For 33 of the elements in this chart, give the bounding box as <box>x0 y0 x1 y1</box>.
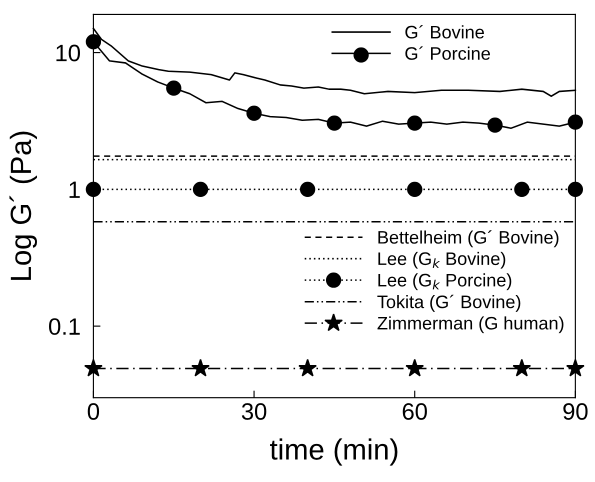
point <box>407 115 422 131</box>
point <box>568 182 584 197</box>
legend-label: Lee (G$_{k}$ Porcine) <box>378 273 512 290</box>
point <box>166 80 182 96</box>
point <box>86 34 102 50</box>
point <box>86 182 102 197</box>
point <box>514 182 530 197</box>
legend-label: Tokita (G´ Bovine) <box>377 294 520 312</box>
y-tick-label: 0.1 <box>49 318 80 335</box>
legend-label: Lee (G$_{k}$ Bovine) <box>378 252 506 269</box>
point <box>326 115 342 131</box>
y-axis-title: Log G´ (Pa) <box>9 132 37 280</box>
y-tick-label: 1 <box>70 182 80 198</box>
legend-label: G´ Porcine <box>405 46 490 60</box>
legend-label: G´ Bovine <box>405 25 484 39</box>
point <box>300 182 316 197</box>
legend-label: Zimmerman (G human) <box>378 316 564 334</box>
legend-label: Bettelheim (G´ Bovine) <box>378 230 558 248</box>
x-tick-label: 0 <box>88 403 100 420</box>
point <box>246 106 262 121</box>
x-tick-label: 60 <box>402 403 427 420</box>
point <box>298 358 317 377</box>
point <box>407 182 422 197</box>
point <box>568 114 584 130</box>
point <box>191 358 210 377</box>
x-axis-title: time (min) <box>270 438 398 466</box>
point <box>192 182 208 197</box>
point <box>487 117 503 133</box>
y-tick-label: 10 <box>56 44 80 62</box>
x-tick-label: 30 <box>242 403 266 420</box>
point <box>512 358 532 377</box>
point <box>405 358 424 377</box>
x-tick-label: 90 <box>563 403 588 420</box>
